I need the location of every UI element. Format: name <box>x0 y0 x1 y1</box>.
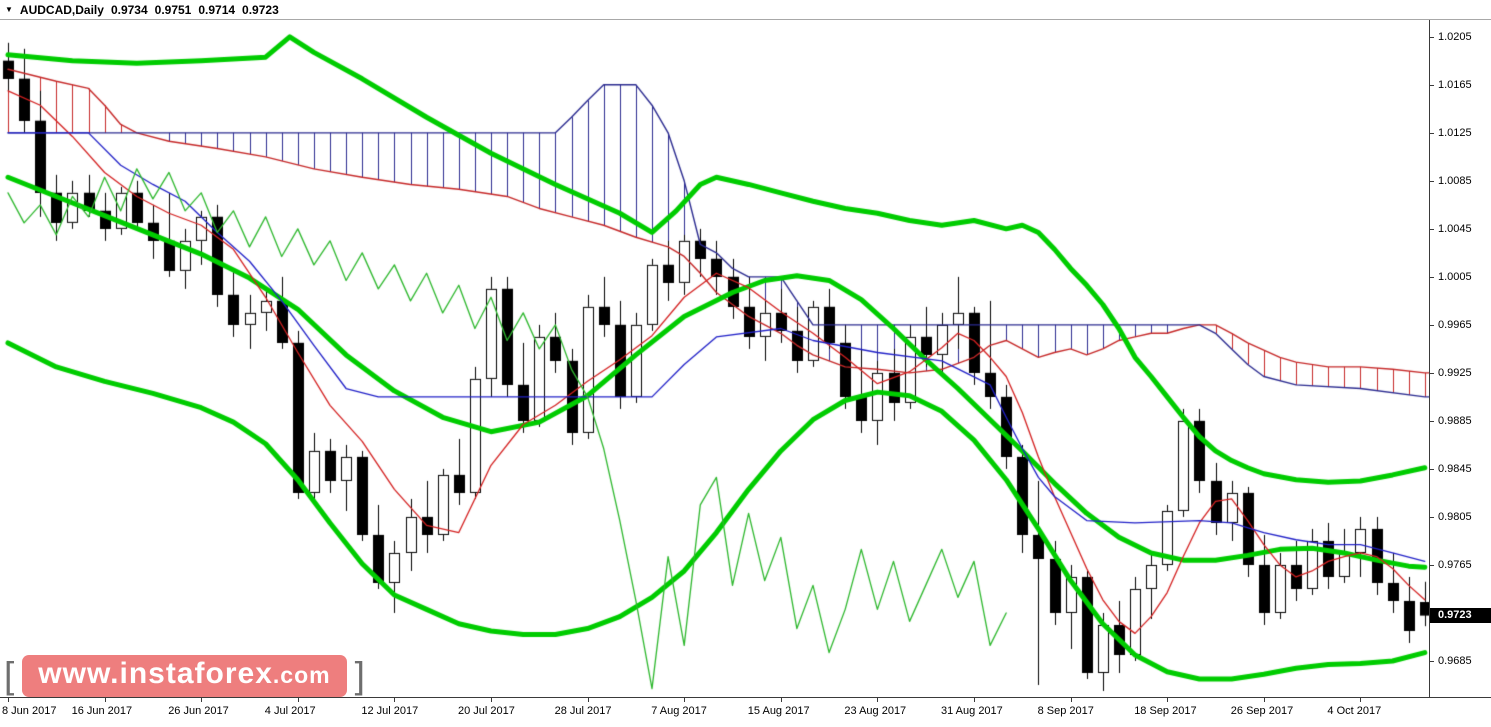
price-axis-label: 1.0125 <box>1438 126 1472 139</box>
axis-tick <box>877 698 878 702</box>
axis-tick <box>1430 661 1434 662</box>
time-axis-label: 26 Jun 2017 <box>168 705 229 717</box>
axis-tick <box>105 698 106 702</box>
axis-tick <box>1430 373 1434 374</box>
time-axis[interactable]: 8 Jun 2017 16 Jun 2017 26 Jun 2017 4 Jul 20… <box>0 697 1491 727</box>
chart-plot-area[interactable]: [ www.instaforex.com ] <box>0 20 1429 697</box>
axis-tick <box>1430 277 1434 278</box>
axis-tick <box>974 698 975 702</box>
time-axis-label: 28 Jul 2017 <box>554 705 612 717</box>
axis-tick <box>1430 517 1434 518</box>
price-axis-label: 1.0005 <box>1438 270 1472 283</box>
price-axis-label: 1.0045 <box>1438 222 1472 235</box>
close-value: 0.9723 <box>242 2 279 17</box>
low-value: 0.9714 <box>198 2 236 17</box>
axis-tick <box>1430 469 1434 470</box>
axis-tick <box>1264 698 1265 702</box>
price-axis-label: 1.0085 <box>1438 174 1472 187</box>
time-axis-label: 4 Oct 2017 <box>1327 705 1382 717</box>
axis-tick <box>1430 181 1434 182</box>
instaforex-logo: www.instaforex.com <box>22 655 347 697</box>
watermark-site-name: www.instaforex <box>38 657 273 690</box>
axis-tick <box>1430 37 1434 38</box>
price-axis-label: 0.9805 <box>1438 510 1472 523</box>
time-axis-label: 16 Jun 2017 <box>71 705 133 717</box>
time-axis-label: 4 Jul 2017 <box>264 705 316 717</box>
time-axis-label: 12 Jul 2017 <box>361 705 419 717</box>
axis-tick <box>394 698 395 702</box>
axis-tick <box>8 698 9 702</box>
price-axis-label: 0.9765 <box>1438 558 1472 571</box>
axis-tick <box>1167 698 1168 702</box>
axis-tick <box>1430 133 1434 134</box>
watermark-tld: .com <box>272 662 331 688</box>
price-axis-label: 0.9685 <box>1438 654 1472 667</box>
axis-tick <box>1071 698 1072 702</box>
symbol-timeframe-label: AUDCAD,Daily <box>19 2 104 17</box>
watermark-bracket-left: [ <box>4 655 15 696</box>
time-axis-label: 18 Sep 2017 <box>1134 705 1197 717</box>
price-axis-label: 1.0165 <box>1438 78 1472 91</box>
axis-tick <box>1430 325 1434 326</box>
axis-tick <box>1360 698 1361 702</box>
candlestick-canvas[interactable] <box>0 20 1429 697</box>
axis-tick <box>781 698 782 702</box>
time-axis-label: 26 Sep 2017 <box>1230 705 1294 717</box>
axis-tick <box>684 698 685 702</box>
time-axis-label: 23 Aug 2017 <box>844 705 907 717</box>
axis-tick <box>1430 85 1434 86</box>
axis-tick <box>1430 421 1434 422</box>
axis-tick <box>491 698 492 702</box>
time-axis-label: 8 Sep 2017 <box>1037 705 1094 717</box>
time-axis-label: 20 Jul 2017 <box>458 705 515 717</box>
axis-tick <box>201 698 202 702</box>
price-axis-label: 0.9885 <box>1438 414 1472 427</box>
time-axis-label: 31 Aug 2017 <box>941 705 1003 717</box>
time-axis-label: 7 Aug 2017 <box>651 705 707 717</box>
price-axis-label: 1.0205 <box>1438 30 1472 43</box>
price-axis-label: 0.9965 <box>1438 318 1472 331</box>
watermark-bracket-right: ] <box>354 655 365 696</box>
current-price-marker: 0.9723 <box>1430 608 1491 624</box>
axis-tick <box>588 698 589 702</box>
price-axis[interactable]: 1.0205 1.0165 1.0125 1.0085 1.0045 1.0005 0.99… <box>1429 20 1491 697</box>
instaforex-watermark: [ www.instaforex.com ] <box>4 655 365 697</box>
chart-info-bar: ▼ AUDCAD,Daily 0.9734 0.9751 0.9714 0.97… <box>0 0 1491 20</box>
time-axis-label: 15 Aug 2017 <box>747 705 810 717</box>
price-axis-label: 0.9845 <box>1438 462 1472 475</box>
chart-marker-icon: ▼ <box>5 4 13 14</box>
open-value: 0.9734 <box>110 2 148 17</box>
high-value: 0.9751 <box>154 2 192 17</box>
axis-tick <box>1430 229 1434 230</box>
price-axis-label: 0.9925 <box>1438 366 1472 379</box>
axis-tick <box>298 698 299 702</box>
axis-tick <box>1430 565 1434 566</box>
time-axis-label: 8 Jun 2017 <box>2 705 57 717</box>
